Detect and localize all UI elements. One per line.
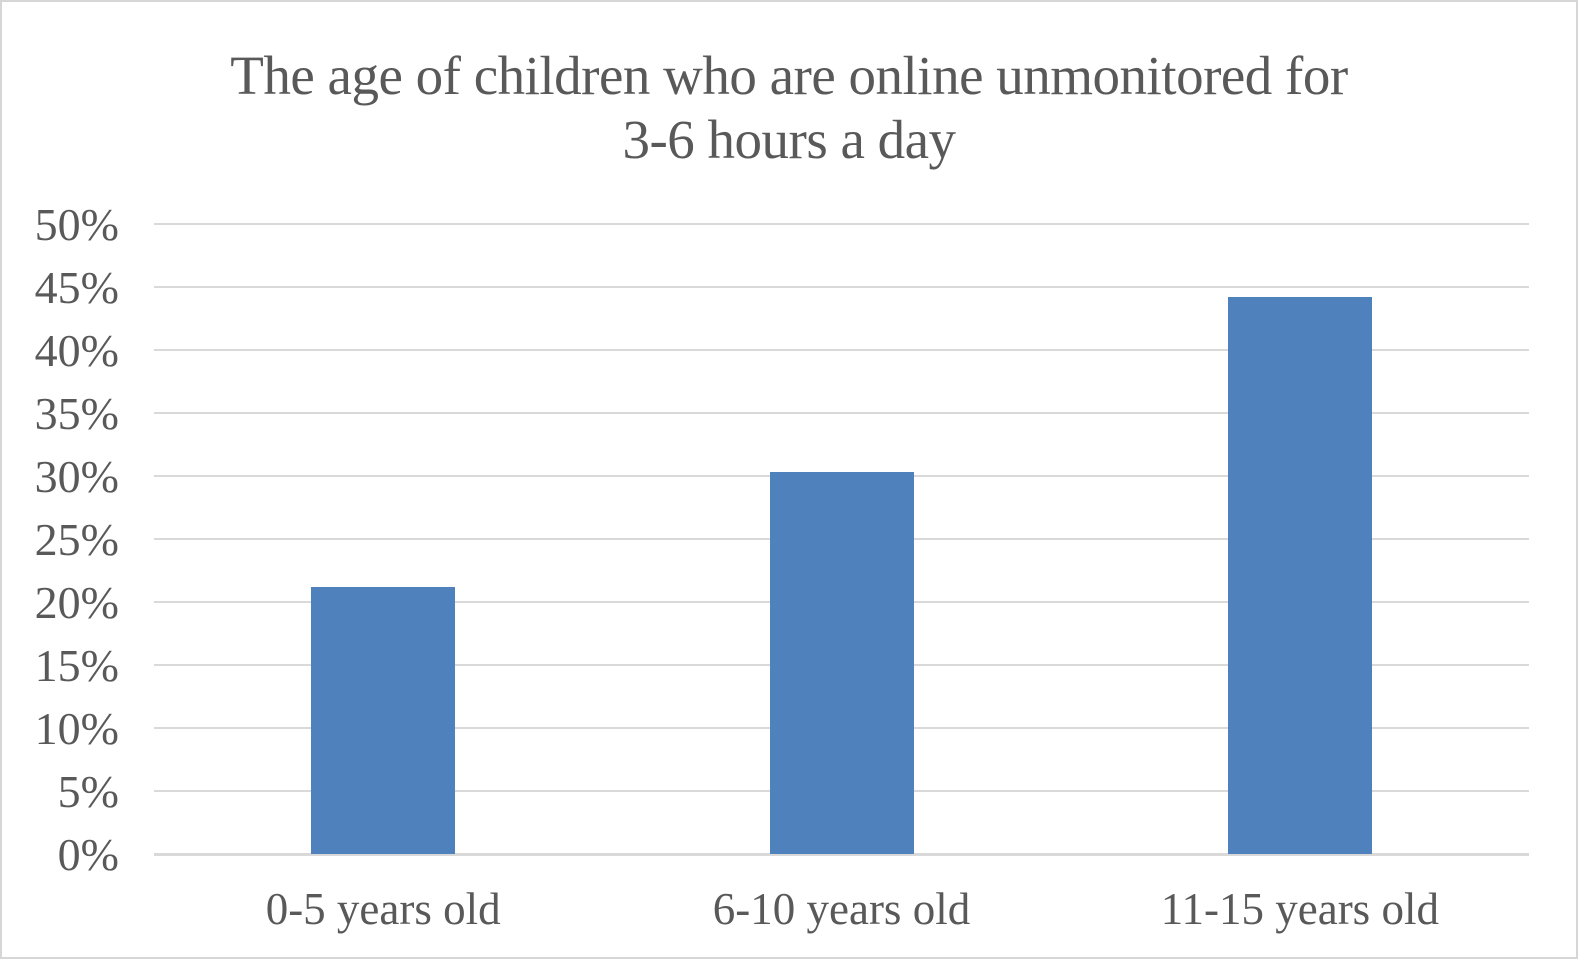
x-axis-line xyxy=(154,853,1529,856)
gridline xyxy=(154,223,1529,225)
gridline xyxy=(154,349,1529,351)
y-axis-tick-label: 20% xyxy=(34,577,119,628)
y-axis-tick-label: 10% xyxy=(34,703,119,754)
bar-0-5-years-old xyxy=(311,586,456,854)
y-axis-tick-label: 40% xyxy=(34,325,119,376)
x-axis-category-label: 0-5 years old xyxy=(265,884,501,934)
gridline xyxy=(154,286,1529,288)
y-axis-tick-label: 45% xyxy=(34,262,119,313)
chart-title: The age of children who are online unmon… xyxy=(2,44,1576,172)
bar-11-15-years-old xyxy=(1227,297,1372,854)
x-axis: 0-5 years old 6-10 years old 11-15 years o… xyxy=(154,878,1529,940)
y-axis-tick-label: 35% xyxy=(34,388,119,439)
chart-title-line-1: The age of children who are online unmon… xyxy=(230,45,1348,106)
y-axis-tick-label: 0% xyxy=(57,829,119,880)
y-axis-tick-label: 25% xyxy=(34,514,119,565)
y-axis-tick-label: 50% xyxy=(34,199,119,250)
gridline xyxy=(154,412,1529,414)
bar-6-10-years-old xyxy=(769,472,914,854)
x-axis-category-label: 6-10 years old xyxy=(712,884,971,934)
y-axis-tick-label: 5% xyxy=(57,766,119,817)
x-axis-category-label: 11-15 years old xyxy=(1160,884,1439,934)
plot-area xyxy=(154,223,1529,856)
y-axis-tick-label: 15% xyxy=(34,640,119,691)
y-axis: 0% 5% 10% 15% 20% 25% 30% 35% 40% 45% 50% xyxy=(2,202,119,878)
y-axis-tick-label: 30% xyxy=(34,451,119,502)
chart-title-line-2: 3-6 hours a day xyxy=(622,109,956,170)
